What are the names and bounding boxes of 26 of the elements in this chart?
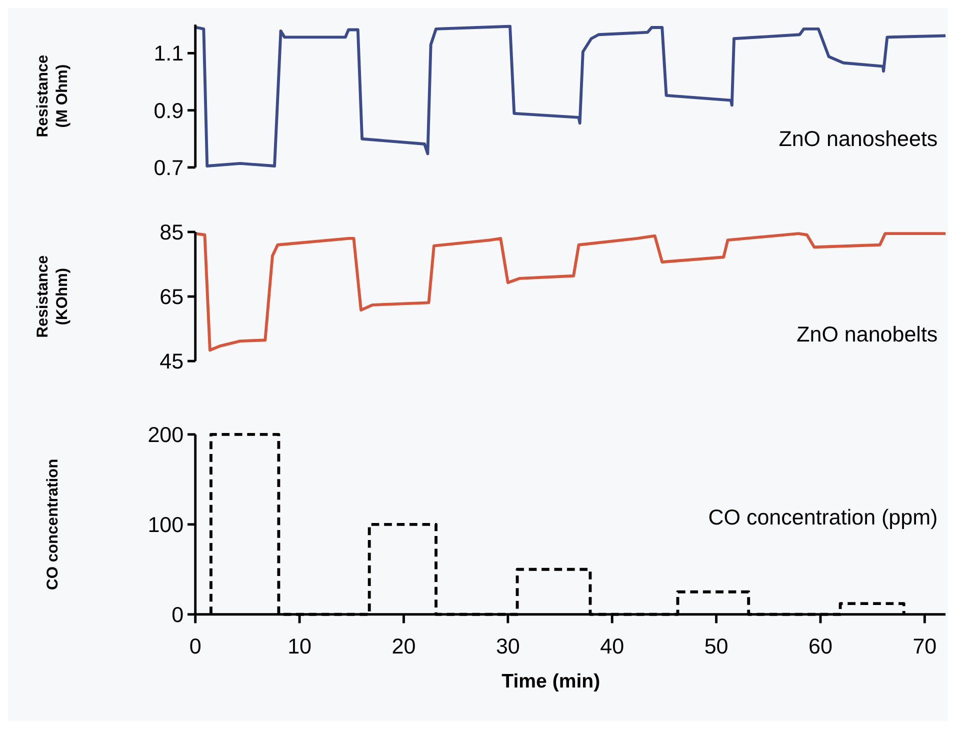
x-axis-title: Time (min) — [502, 670, 600, 693]
y-tick-label: 85 — [160, 220, 184, 245]
line-series — [194, 24, 947, 168]
y-tick-label: 1.1 — [154, 42, 184, 66]
x-tick-label: 20 — [392, 634, 416, 659]
x-tick-label: 70 — [912, 634, 937, 659]
y-tick-label: 0 — [172, 602, 184, 627]
text: ZnO nanosheets — [778, 127, 938, 152]
x-tick-label: 50 — [704, 634, 728, 659]
x-tick-label: 10 — [288, 634, 312, 659]
text: CO concentration (ppm) — [708, 505, 938, 530]
y-axis-title: Resistance (M Ohm) — [34, 54, 72, 138]
y-axis-title: CO concentration — [44, 458, 62, 590]
line-series — [194, 232, 947, 352]
x-tick-label: 30 — [496, 634, 520, 659]
x-tick-label: 60 — [808, 634, 832, 659]
x-tick-label: 0 — [189, 634, 202, 659]
x-tick-label: 40 — [600, 634, 624, 659]
y-tick-label: 0.7 — [154, 156, 184, 180]
y-tick-label: 0.9 — [154, 98, 184, 123]
y-tick-label: 65 — [160, 285, 184, 310]
y-tick-label: 100 — [148, 512, 184, 537]
y-axis-title: Resistance (KOhm) — [34, 254, 72, 338]
y-tick-label: 45 — [160, 350, 184, 374]
text: ZnO nanobelts — [796, 322, 938, 347]
y-tick-label: 200 — [148, 422, 184, 447]
